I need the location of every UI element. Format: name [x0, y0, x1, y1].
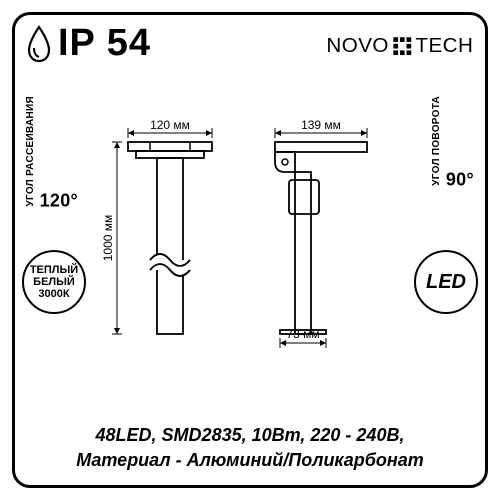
color-temperature-badge: ТЕПЛЫЙ БЕЛЫЙ 3000К — [22, 250, 86, 314]
logo-text-left: NOVO — [326, 34, 389, 57]
warm-line2: БЕЛЫЙ — [33, 276, 75, 288]
novotech-logo: NOVO TECH — [324, 26, 474, 59]
spec-line1: 48LED, SMD2835, 10Вт, 220 - 240В, — [0, 423, 500, 447]
side-arm-width-label: 139 мм — [301, 120, 341, 132]
specifications-text: 48LED, SMD2835, 10Вт, 220 - 240В, Матери… — [0, 423, 500, 472]
beam-angle-value: 120° — [40, 191, 78, 211]
warm-line3: 3000К — [38, 288, 69, 300]
spec-line2: Материал - Алюминий/Поликарбонат — [0, 448, 500, 472]
front-height-label: 1000 мм — [101, 215, 115, 262]
rotation-angle-value: 90° — [446, 170, 474, 190]
led-text: LED — [426, 271, 466, 293]
front-top-width-label: 120 мм — [150, 120, 190, 132]
beam-angle-badge: УГОЛ РАССЕИВАНИЯ 120° — [26, 96, 78, 210]
rotation-angle-badge: УГОЛ ПОВОРОТА 90° — [432, 96, 474, 190]
ip-rating: IP 54 — [26, 22, 151, 65]
rotation-angle-label: УГОЛ ПОВОРОТА — [432, 96, 443, 186]
warm-line1: ТЕПЛЫЙ — [30, 264, 78, 276]
side-view: 139 мм 73 мм — [275, 120, 367, 348]
technical-drawings: 120 мм 1000 мм 139 мм — [100, 120, 400, 350]
beam-angle-label: УГОЛ РАССЕИВАНИЯ — [26, 96, 37, 207]
led-badge: LED — [414, 250, 478, 314]
ip-rating-text: IP 54 — [58, 22, 151, 65]
front-view: 120 мм 1000 мм — [101, 120, 212, 334]
water-drop-icon — [26, 25, 52, 63]
logo-text-right: TECH — [415, 34, 473, 57]
